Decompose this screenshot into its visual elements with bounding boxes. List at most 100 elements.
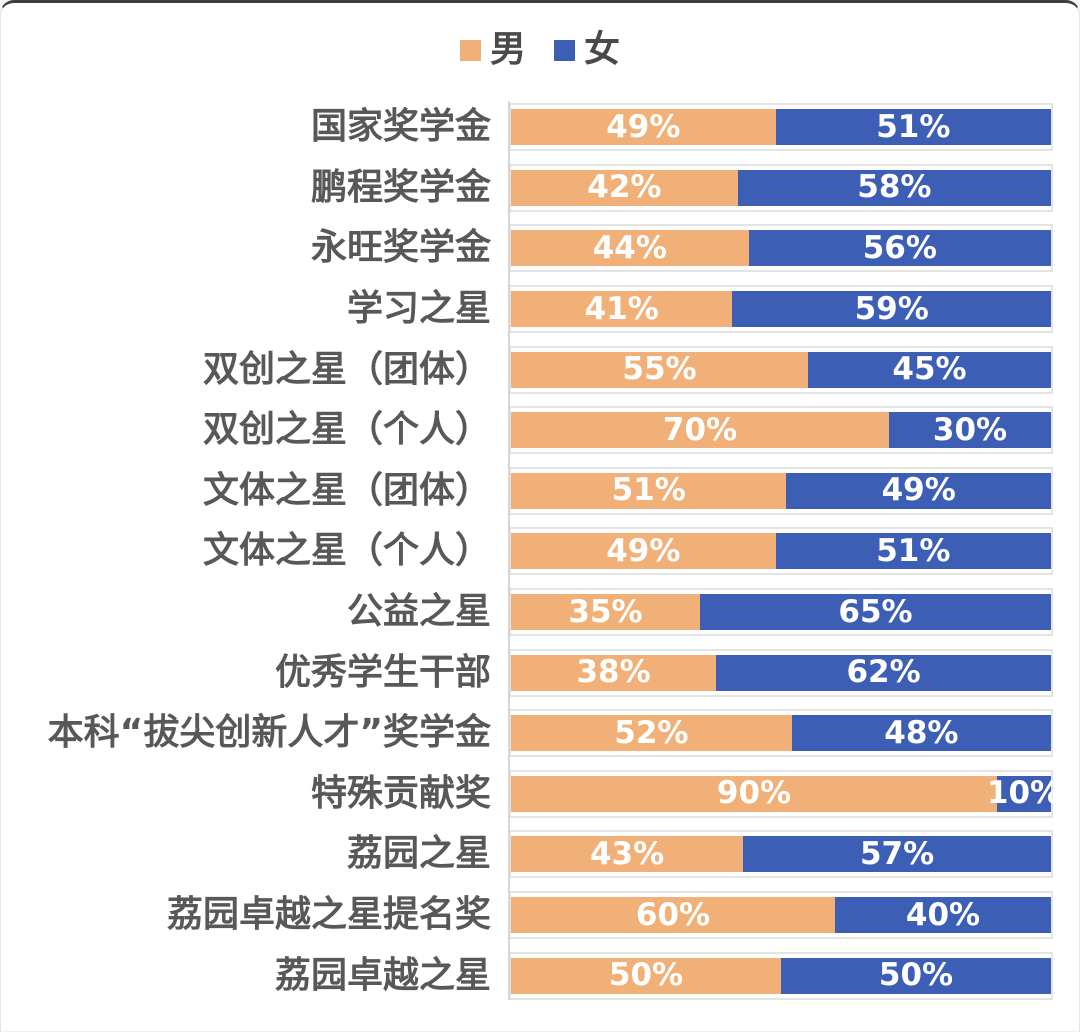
- bar-value-male: 51%: [611, 472, 686, 509]
- legend-item-male: 男: [459, 32, 526, 68]
- bar-value-male: 41%: [584, 290, 659, 327]
- bar-value-male: 43%: [589, 835, 665, 872]
- bar-segment-female: 10%: [987, 775, 1061, 812]
- bar-value-female: 10%: [986, 775, 1062, 812]
- bar-segment-male: 41%: [511, 290, 733, 328]
- bar-band-cell: 35% 65%: [509, 588, 1053, 637]
- bar-value-female: 51%: [876, 108, 951, 145]
- chart-row: 鹏程奖学金 42% 58%: [1, 158, 1079, 219]
- bar-segment-female: 48%: [791, 714, 1051, 752]
- bar-value-female: 56%: [862, 229, 937, 266]
- bar-value-male: 52%: [614, 714, 689, 751]
- bar-band-cell: 41% 59%: [509, 285, 1053, 334]
- chart-row: 学习之星 41% 59%: [1, 279, 1079, 340]
- bar-segment-female: 56%: [748, 229, 1051, 267]
- bar-value-male: 90%: [716, 775, 792, 812]
- chart-row: 特殊贡献奖 90% 10%: [1, 764, 1079, 825]
- bar-value-female: 59%: [854, 290, 929, 327]
- bar-band-cell: 42% 58%: [509, 163, 1053, 212]
- bar-segment-male: 55%: [511, 351, 808, 388]
- legend-swatch-icon: [554, 39, 575, 61]
- bar-segment-female: 51%: [775, 108, 1051, 146]
- bar-segment-female: 51%: [775, 532, 1051, 570]
- stacked-bar: 70% 30%: [511, 411, 1051, 449]
- bar-band-cell: 50% 50%: [509, 951, 1053, 1000]
- bar-band-cell: 49% 51%: [509, 103, 1053, 152]
- bar-value-male: 49%: [606, 108, 681, 145]
- stacked-bar: 50% 50%: [511, 957, 1051, 994]
- bar-value-male: 49%: [606, 532, 681, 569]
- bar-segment-male: 49%: [511, 532, 776, 570]
- stacked-bar: 51% 49%: [511, 472, 1051, 509]
- stacked-bar: 60% 40%: [511, 896, 1051, 934]
- bar-value-male: 38%: [576, 654, 651, 691]
- category-label: 学习之星: [346, 288, 491, 330]
- chart-rows: 国家奖学金 49% 51% 鹏程奖学金 42% 58% 永旺奖学金 44% 56% 学习之星 41%…: [1, 97, 1079, 1006]
- bar-value-female: 57%: [859, 835, 935, 872]
- stacked-bar: 43% 57%: [511, 835, 1051, 873]
- category-label: 国家奖学金: [310, 106, 491, 148]
- bar-segment-male: 51%: [511, 472, 787, 509]
- bar-segment-female: 57%: [743, 835, 1051, 873]
- stacked-bar: 38% 62%: [511, 654, 1051, 691]
- chart-row: 永旺奖学金 44% 56%: [1, 218, 1079, 279]
- stacked-bar: 41% 59%: [511, 290, 1051, 328]
- stacked-bar: 52% 48%: [511, 714, 1051, 752]
- stacked-bar: 35% 65%: [511, 594, 1051, 631]
- chart-row: 荔园卓越之星提名奖 60% 40%: [1, 885, 1079, 946]
- category-label: 双创之星（团体）: [202, 348, 491, 390]
- category-label: 公益之星: [346, 591, 491, 633]
- chart-row: 文体之星（团体） 51% 49%: [1, 461, 1079, 522]
- bar-segment-male: 35%: [511, 594, 700, 631]
- bar-segment-male: 50%: [511, 957, 781, 994]
- stacked-bar: 55% 45%: [511, 351, 1051, 388]
- chart-row: 双创之星（团体） 55% 45%: [1, 339, 1079, 400]
- bar-value-male: 60%: [635, 896, 711, 933]
- bar-value-male: 50%: [608, 957, 684, 994]
- bar-band-cell: 90% 10%: [509, 769, 1061, 818]
- bar-segment-female: 59%: [732, 290, 1051, 328]
- bar-value-male: 70%: [662, 411, 738, 448]
- bar-segment-female: 40%: [835, 896, 1051, 934]
- bar-segment-female: 62%: [716, 654, 1051, 691]
- chart-row: 荔园卓越之星 50% 50%: [1, 945, 1079, 1006]
- chart-row: 国家奖学金 49% 51%: [1, 97, 1079, 158]
- bar-segment-female: 45%: [808, 351, 1051, 388]
- stacked-bar: 49% 51%: [511, 108, 1051, 146]
- chart-row: 公益之星 35% 65%: [1, 582, 1079, 643]
- bar-segment-male: 38%: [511, 654, 717, 691]
- bar-band-cell: 70% 30%: [509, 406, 1053, 455]
- category-label: 特殊贡献奖: [310, 772, 491, 814]
- chart-row: 优秀学生干部 38% 62%: [1, 642, 1079, 703]
- bar-value-female: 40%: [905, 896, 981, 933]
- category-label: 本科“拔尖创新人才”奖学金: [47, 712, 491, 754]
- bar-value-female: 51%: [876, 532, 951, 569]
- bar-segment-male: 49%: [511, 108, 776, 146]
- bar-segment-female: 49%: [786, 472, 1051, 509]
- legend-label: 女: [584, 29, 621, 70]
- bar-band-cell: 52% 48%: [509, 709, 1053, 758]
- stacked-bar: 90% 10%: [511, 775, 1061, 812]
- bar-value-female: 45%: [892, 351, 967, 388]
- bar-value-female: 58%: [857, 169, 932, 206]
- chart-row: 文体之星（个人） 49% 51%: [1, 521, 1079, 582]
- bar-value-female: 48%: [884, 714, 959, 751]
- bar-value-female: 49%: [881, 472, 956, 509]
- bar-segment-male: 70%: [511, 411, 889, 449]
- bar-value-male: 55%: [622, 351, 697, 388]
- category-label: 鹏程奖学金: [310, 166, 491, 208]
- bar-segment-male: 52%: [511, 714, 792, 752]
- stacked-bar: 49% 51%: [511, 532, 1051, 570]
- bar-band-cell: 49% 51%: [509, 527, 1053, 576]
- bar-segment-male: 44%: [511, 230, 749, 267]
- category-label: 双创之星（个人）: [202, 409, 491, 451]
- category-label: 永旺奖学金: [310, 227, 491, 269]
- bar-band-cell: 44% 56%: [509, 224, 1053, 273]
- bar-segment-female: 65%: [700, 594, 1051, 631]
- bar-band-cell: 60% 40%: [509, 891, 1053, 940]
- bar-band-cell: 43% 57%: [509, 830, 1053, 879]
- bar-value-female: 62%: [846, 654, 921, 691]
- legend-item-female: 女: [554, 32, 620, 68]
- stacked-bar: 42% 58%: [511, 169, 1051, 206]
- bar-value-female: 30%: [932, 411, 1008, 448]
